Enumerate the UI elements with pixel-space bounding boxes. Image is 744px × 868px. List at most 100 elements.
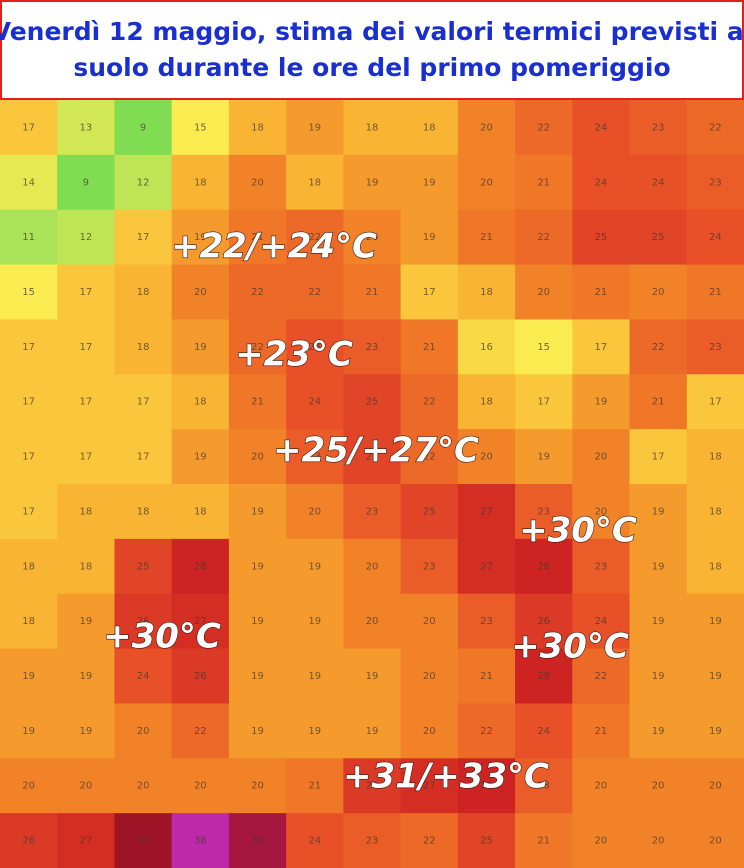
temp-value: 19	[79, 671, 92, 682]
temp-cell	[114, 648, 173, 704]
temp-cell	[57, 703, 115, 759]
temp-value: 23	[480, 616, 493, 627]
temp-cell	[286, 758, 344, 814]
temp-value: 19	[22, 671, 35, 682]
temp-value: 18	[137, 287, 150, 298]
temp-value: 18	[194, 506, 207, 517]
temp-value: 20	[22, 781, 35, 792]
temp-value: 23	[537, 781, 550, 792]
temp-cell	[57, 374, 115, 430]
temp-cell	[400, 154, 459, 211]
temp-label: +22/+24°C	[171, 227, 377, 267]
temp-cell	[228, 100, 287, 156]
temp-cell	[400, 703, 459, 759]
temp-cell	[515, 154, 573, 211]
temp-value: 18	[308, 177, 321, 188]
temp-value: 17	[22, 506, 35, 517]
temp-cell	[0, 703, 58, 759]
temp-value: 21	[251, 232, 264, 243]
temp-cell	[228, 484, 287, 540]
temp-value: 24	[537, 726, 550, 737]
temp-value: 20	[652, 836, 665, 847]
temp-cell	[171, 703, 230, 759]
temp-cell	[0, 648, 58, 704]
temp-cell	[228, 648, 287, 704]
temp-cell	[343, 154, 402, 211]
temperature-map: 17 13 9 15 18 19 18 18 20 22 24 23 22 14 9 12 18 20 18 19 19…	[0, 100, 744, 868]
temp-cell	[57, 264, 115, 320]
temp-cell	[171, 813, 230, 868]
temp-cell	[400, 264, 459, 320]
temp-value: 25	[366, 452, 379, 463]
temp-value: 18	[709, 561, 722, 572]
temp-value: 28	[194, 561, 207, 572]
temp-cell	[515, 209, 573, 266]
temp-value: 19	[652, 616, 665, 627]
temp-value: 19	[79, 726, 92, 737]
temp-cell	[629, 429, 688, 485]
temp-label: +23°C	[235, 335, 353, 375]
temp-cell	[114, 538, 173, 595]
temp-cell	[629, 538, 688, 595]
temp-value: 20	[366, 616, 379, 627]
temp-value: 17	[22, 452, 35, 463]
temp-cell	[515, 484, 573, 540]
temp-cell	[171, 319, 230, 375]
temp-value: 22	[423, 452, 436, 463]
temp-cell	[114, 319, 173, 375]
temp-cell	[457, 484, 516, 540]
temp-value: 18	[194, 397, 207, 408]
temp-cell	[114, 593, 173, 650]
temp-label: +30°C	[519, 511, 637, 551]
temp-cell	[572, 484, 631, 540]
temp-value: 19	[537, 452, 550, 463]
temp-cell	[114, 813, 173, 868]
temp-cell	[286, 813, 344, 868]
temp-value: 24	[137, 671, 150, 682]
temp-value: 19	[652, 726, 665, 737]
temp-value: 24	[308, 397, 321, 408]
temp-cell	[457, 100, 516, 156]
temp-value: 15	[537, 342, 550, 353]
temp-cell	[228, 538, 287, 595]
temp-cell	[343, 648, 402, 704]
temp-value: 12	[137, 177, 150, 188]
temp-cell	[228, 758, 287, 814]
temp-cell	[686, 648, 744, 704]
temp-cell	[286, 703, 344, 759]
title-line: suolo durante le ore del primo pomeriggi…	[73, 53, 671, 82]
temp-cell	[457, 154, 516, 211]
temp-value: 18	[480, 397, 493, 408]
temp-value: 28	[537, 561, 550, 572]
temp-value: 15	[194, 122, 207, 133]
temp-value: 23	[595, 561, 608, 572]
temp-label: +30°C	[511, 627, 629, 667]
temp-value: 14	[22, 177, 35, 188]
temp-cell	[629, 813, 688, 868]
temp-cell	[57, 429, 115, 485]
temp-value: 21	[308, 781, 321, 792]
temp-value: 21	[652, 397, 665, 408]
temp-cell	[572, 374, 631, 430]
temp-value: 19	[308, 122, 321, 133]
title-line: Venerdì 12 maggio, stima dei valori term…	[0, 17, 744, 46]
temp-cell	[228, 703, 287, 759]
temp-cell	[629, 648, 688, 704]
temp-value: 26	[537, 616, 550, 627]
temp-cell	[629, 209, 688, 266]
temp-value: 27	[79, 836, 92, 847]
temp-cell	[171, 538, 230, 595]
temp-value: 17	[423, 287, 436, 298]
temp-value: 23	[537, 506, 550, 517]
temp-value: 38	[194, 836, 207, 847]
temp-cell	[400, 429, 459, 485]
temp-value: 21	[709, 287, 722, 298]
temp-cell	[686, 538, 744, 595]
temp-cell	[515, 319, 573, 375]
temp-cell	[400, 209, 459, 266]
temp-value: 19	[366, 177, 379, 188]
temp-cell	[171, 100, 230, 156]
temp-value: 22	[595, 671, 608, 682]
temp-cell	[572, 264, 631, 320]
